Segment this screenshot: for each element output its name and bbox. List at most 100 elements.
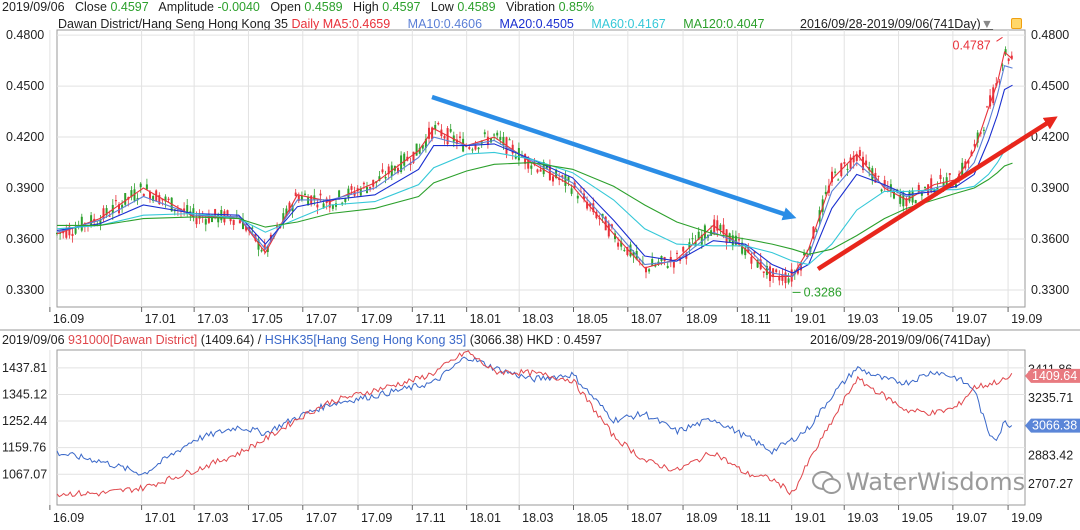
candle-body [865, 160, 868, 165]
bottom-y-tick-right: 2707.27 [1028, 477, 1073, 491]
candle-body [145, 184, 148, 190]
candle-body [917, 184, 920, 193]
top-x-tick-label: 18.07 [631, 312, 662, 326]
candle-body [858, 150, 861, 157]
candle-body [418, 147, 421, 154]
candle-body [570, 188, 573, 194]
candle-body [412, 151, 415, 163]
candle-body [989, 95, 992, 107]
candle-body [437, 122, 440, 125]
candle-body [102, 208, 105, 219]
bottom-x-tick-label: 19.05 [902, 511, 933, 525]
candle-body [65, 227, 68, 238]
top-x-tick-label: 18.01 [470, 312, 501, 326]
candle-body [948, 173, 951, 176]
low-value: 0.4589 [457, 0, 496, 14]
top-x-tick-label: 19.07 [956, 312, 987, 326]
candle-body [499, 136, 502, 140]
ma20-legend: MA20:0.4505 [499, 17, 574, 31]
candle-body [846, 168, 849, 170]
candle-body [207, 214, 210, 223]
candle-body [561, 175, 564, 178]
candle-body [982, 129, 985, 131]
candle-body [924, 186, 926, 188]
summary-date: 2019/09/06 [2, 0, 65, 14]
top-x-tick-label: 18.03 [522, 312, 553, 326]
candle-body [99, 219, 102, 226]
bottom-x-tick-label: 18.11 [740, 511, 770, 525]
candlesticks [56, 46, 1013, 289]
top-y-tick-left: 0.3300 [6, 283, 44, 297]
candle-body [883, 180, 886, 186]
candle-body [421, 144, 424, 149]
bottom-plot-frame [56, 349, 1026, 506]
candle-body [149, 191, 151, 200]
candle-body [837, 179, 840, 181]
candle-body [449, 129, 452, 132]
bottom-y-tick-right: 2883.42 [1028, 448, 1073, 462]
date-range-selector[interactable]: 2016/09/28-2019/09/06(741Day)▼ [800, 17, 993, 31]
bottom-x-tick-label: 19.07 [956, 511, 987, 525]
bottom-x-tick-label: 18.09 [686, 511, 717, 525]
candle-body [589, 203, 592, 207]
candle-body [849, 157, 852, 169]
candle-body [493, 134, 496, 136]
candle-body [855, 154, 858, 161]
candle-body [862, 156, 864, 171]
bottom-y-tick-left: 1345.12 [2, 387, 47, 401]
candle-body [607, 223, 610, 237]
candle-body [483, 132, 486, 135]
top-x-tick-label: 17.09 [361, 312, 392, 326]
candle-body [676, 252, 678, 254]
candle-body [741, 242, 744, 254]
candle-body [331, 204, 334, 209]
candle-body [756, 259, 759, 268]
candle-body [251, 227, 254, 229]
high-annotation: 0.4787 [953, 38, 991, 52]
candle-body [285, 208, 288, 216]
low-annotation: 0.3286 [804, 285, 842, 299]
candle-body [930, 178, 933, 193]
dawan-legend: 931000[Dawan District] [68, 333, 198, 347]
candle-body [843, 162, 846, 164]
candle-body [468, 147, 471, 149]
top-x-tick-label: 16.09 [53, 312, 84, 326]
candle-body [80, 216, 83, 231]
candle-body [734, 235, 737, 245]
candle-body [824, 191, 827, 194]
bottom-x-tick-label: 19.03 [847, 511, 878, 525]
candle-body [142, 193, 145, 197]
top-y-tick-left: 0.4500 [6, 79, 44, 93]
candle-body [300, 195, 303, 201]
candle-body [614, 233, 616, 240]
open-value: 0.4589 [304, 0, 343, 14]
candle-body [691, 238, 694, 240]
legend-separator: / [257, 333, 262, 347]
candle-body [152, 196, 155, 201]
lock-icon[interactable] [1011, 18, 1022, 29]
bottom-x-tick-label: 18.07 [631, 511, 662, 525]
candle-body [455, 139, 458, 145]
candle-body [350, 186, 353, 190]
candle-body [719, 224, 722, 231]
top-x-tick-label: 17.07 [306, 312, 337, 326]
candle-body [672, 261, 675, 268]
high-label: High [353, 0, 379, 14]
candle-body [90, 215, 93, 227]
candle-body [908, 191, 911, 202]
watermark: WaterWisdoms [812, 468, 1025, 496]
candle-body [920, 192, 923, 196]
candle-body [753, 251, 756, 254]
bottom-x-tick-label: 17.07 [306, 511, 337, 525]
candle-body [669, 256, 672, 262]
candle-body [576, 195, 579, 199]
candle-body [536, 169, 539, 173]
candle-body [524, 154, 527, 164]
candle-body [214, 209, 217, 217]
candle-body [133, 189, 136, 201]
bottom-y-tick-left: 1252.44 [2, 414, 47, 428]
candle-body [211, 216, 213, 223]
compare-date: 2019/09/06 [2, 333, 65, 347]
candle-body [139, 183, 142, 188]
bottom-x-tick-label: 17.11 [415, 511, 445, 525]
